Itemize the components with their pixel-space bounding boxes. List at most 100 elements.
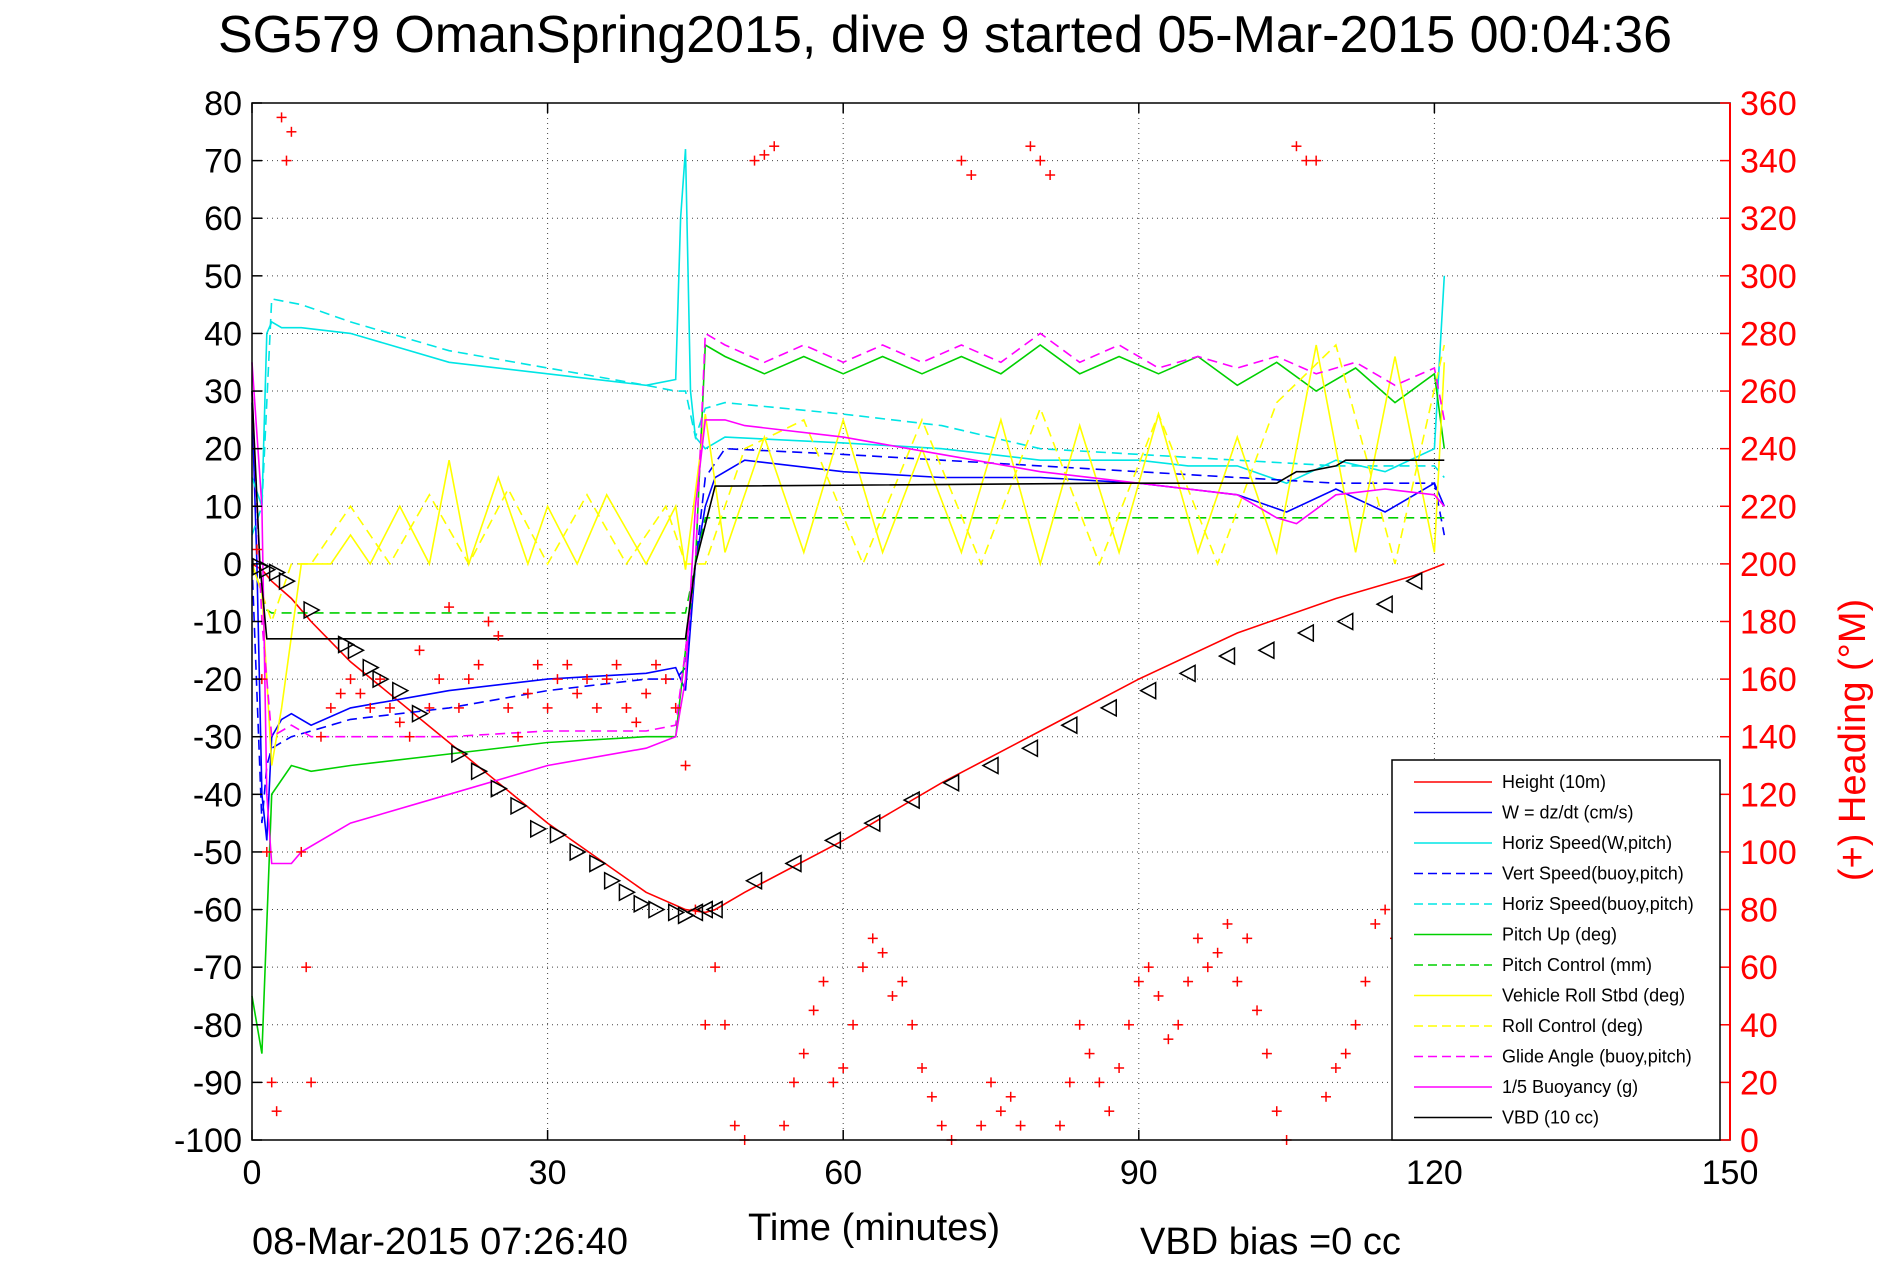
depth-triangle-marker bbox=[510, 796, 528, 816]
y-tick-label: 80 bbox=[204, 85, 242, 123]
heading-marker bbox=[473, 659, 484, 670]
heading-marker bbox=[306, 1077, 317, 1088]
heading-marker bbox=[325, 702, 336, 713]
heading-marker bbox=[769, 141, 780, 152]
heading-marker bbox=[1301, 155, 1312, 166]
heading-marker bbox=[788, 1077, 799, 1088]
heading-marker bbox=[1212, 947, 1223, 958]
heading-marker bbox=[281, 155, 292, 166]
depth-triangle-marker bbox=[1020, 738, 1039, 758]
heading-marker bbox=[926, 1091, 937, 1102]
heading-marker bbox=[897, 976, 908, 987]
heading-marker bbox=[414, 645, 425, 656]
heading-marker bbox=[956, 155, 967, 166]
heading-marker bbox=[601, 674, 612, 685]
legend-entry: Glide Angle (buoy,pitch) bbox=[1502, 1047, 1692, 1067]
heading-marker bbox=[1242, 933, 1253, 944]
series-line-1 bbox=[251, 402, 1446, 841]
heading-marker bbox=[453, 702, 464, 713]
heading-marker bbox=[828, 1077, 839, 1088]
heading-marker bbox=[848, 1019, 859, 1030]
y-right-tick-label: 320 bbox=[1740, 200, 1797, 238]
heading-marker bbox=[542, 702, 553, 713]
heading-marker bbox=[1094, 1077, 1105, 1088]
heading-marker bbox=[966, 170, 977, 181]
series-line-10 bbox=[251, 362, 1445, 865]
depth-triangle-marker bbox=[589, 854, 607, 873]
heading-marker bbox=[1025, 141, 1036, 152]
x-tick-label: 120 bbox=[1406, 1154, 1463, 1192]
heading-marker bbox=[296, 846, 307, 857]
depth-triangle-marker bbox=[470, 762, 489, 781]
heading-marker bbox=[1064, 1077, 1075, 1088]
heading-marker bbox=[1104, 1106, 1115, 1117]
x-axis-label: Time (minutes) bbox=[748, 1207, 1000, 1249]
heading-marker bbox=[1311, 155, 1322, 166]
depth-triangle-marker bbox=[1336, 612, 1354, 631]
heading-marker bbox=[251, 544, 262, 555]
heading-marker bbox=[660, 674, 671, 685]
y-right-tick-label: 260 bbox=[1740, 373, 1797, 411]
heading-marker bbox=[729, 1120, 740, 1131]
heading-marker bbox=[818, 976, 829, 987]
heading-marker bbox=[887, 990, 898, 1001]
depth-triangle-marker bbox=[705, 900, 723, 919]
markers-layer bbox=[251, 112, 1440, 1145]
heading-marker bbox=[680, 760, 691, 771]
heading-marker bbox=[301, 962, 312, 973]
y-right-tick-label: 300 bbox=[1740, 258, 1797, 296]
heading-marker bbox=[276, 112, 287, 123]
heading-marker bbox=[1330, 1062, 1341, 1073]
depth-triangle-marker bbox=[863, 813, 881, 833]
y-right-tick-label: 200 bbox=[1740, 546, 1797, 584]
heading-marker bbox=[1153, 990, 1164, 1001]
heading-marker bbox=[261, 846, 272, 857]
heading-marker bbox=[503, 702, 514, 713]
y-right-tick-label: 280 bbox=[1740, 315, 1797, 353]
footer-date: 08-Mar-2015 07:26:40 bbox=[252, 1221, 628, 1262]
legend-entry: VBD (10 cc) bbox=[1502, 1108, 1599, 1128]
y-right-tick-label: 140 bbox=[1740, 719, 1797, 757]
series-layer bbox=[251, 149, 1446, 1054]
depth-triangle-marker bbox=[451, 744, 469, 764]
heading-marker bbox=[907, 1019, 918, 1030]
y-tick-label: -50 bbox=[193, 834, 242, 872]
depth-triangle-marker bbox=[303, 600, 321, 620]
legend-entry: W = dz/dt (cm/s) bbox=[1502, 803, 1634, 823]
series-line-9 bbox=[251, 332, 1446, 739]
heading-marker bbox=[315, 731, 326, 742]
heading-marker bbox=[444, 602, 455, 613]
heading-marker bbox=[710, 962, 721, 973]
heading-marker bbox=[838, 1062, 849, 1073]
y-tick-label: -70 bbox=[193, 949, 242, 987]
heading-marker bbox=[493, 630, 504, 641]
heading-marker bbox=[365, 702, 376, 713]
depth-triangle-marker bbox=[278, 571, 297, 591]
heading-marker bbox=[1183, 976, 1194, 987]
depth-triangle-marker bbox=[268, 563, 287, 582]
heading-marker bbox=[1143, 962, 1154, 973]
heading-marker bbox=[641, 688, 652, 699]
y-tick-label: -20 bbox=[193, 661, 242, 699]
heading-marker bbox=[976, 1120, 987, 1131]
heading-marker bbox=[483, 616, 494, 627]
heading-marker bbox=[631, 717, 642, 728]
depth-triangle-marker bbox=[1405, 571, 1423, 591]
heading-marker bbox=[1173, 1019, 1184, 1030]
series-line-7 bbox=[251, 344, 1446, 766]
heading-marker bbox=[335, 688, 346, 699]
heading-marker bbox=[867, 933, 878, 944]
y-tick-label: 10 bbox=[204, 488, 242, 526]
depth-triangle-marker bbox=[411, 704, 430, 723]
heading-marker bbox=[1005, 1091, 1016, 1102]
y-right-tick-label: 0 bbox=[1740, 1122, 1759, 1160]
heading-marker bbox=[1192, 933, 1203, 944]
heading-marker bbox=[562, 659, 573, 670]
heading-marker bbox=[345, 674, 356, 685]
heading-marker bbox=[700, 1019, 711, 1030]
heading-marker bbox=[1271, 1106, 1282, 1117]
heading-marker bbox=[1370, 918, 1381, 929]
depth-triangle-marker bbox=[569, 842, 587, 862]
depth-triangle-marker bbox=[362, 658, 380, 677]
heading-marker bbox=[877, 947, 888, 958]
